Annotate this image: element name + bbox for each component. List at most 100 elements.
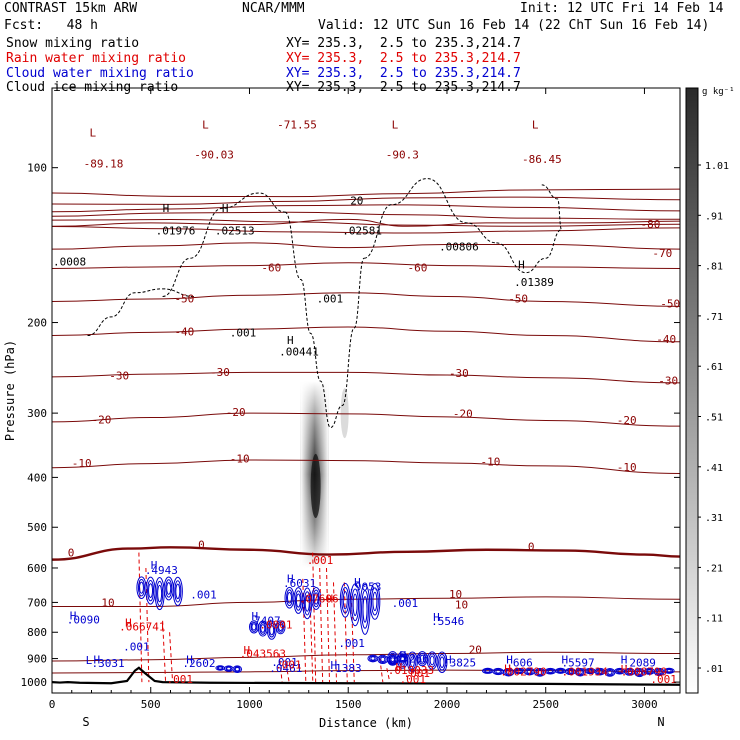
- annotation-103: .001: [167, 673, 194, 686]
- annotation-100: H: [621, 663, 628, 676]
- cloud-water-contour-7-2-2: [390, 657, 396, 664]
- cloud-water-contour-6-9-1: [645, 668, 654, 675]
- annotation-15: .00806: [439, 241, 479, 254]
- isotherm--60-2: [52, 262, 680, 269]
- annotation-53: H: [151, 559, 158, 572]
- cloud-water-contour-6-6-2: [617, 669, 623, 674]
- annotation-24: -70: [652, 247, 672, 260]
- annotation-51: H: [70, 609, 77, 622]
- cloud-water-contour-0-4-2: [175, 583, 181, 600]
- x-tick-label-6: 3000: [631, 698, 658, 711]
- cloud-water-contour-5-3-2: [516, 669, 522, 673]
- annotation-65: H: [433, 611, 440, 624]
- isotherm-upper-0: [52, 188, 680, 198]
- cloud-water-contour-4-4-2: [429, 655, 435, 666]
- cloud-ice-contour-0: [87, 288, 195, 337]
- annotation-47: 10: [101, 597, 114, 610]
- annotation-52: .0090: [67, 614, 100, 627]
- cloud-water-contour-8-0-1: [216, 665, 224, 671]
- cloud-water-contour-5-4-1: [525, 668, 534, 675]
- cloud-water-contour-5-2-2: [505, 669, 512, 675]
- annotation-23: -80: [641, 218, 661, 231]
- isotherm--20-6: [52, 412, 680, 427]
- cloud-water-contour-7-1-1: [378, 655, 387, 664]
- colorbar-unit: g kg⁻¹: [702, 87, 735, 97]
- colorbar-label-6: .41: [705, 463, 723, 474]
- annotation-3: -90.03: [194, 149, 234, 162]
- cloud-water-contour-6-6-1: [615, 668, 624, 674]
- annotation-71: H: [506, 653, 513, 666]
- cloud-water-contour-2-3-2: [313, 592, 319, 605]
- annotation-78: .3031: [91, 657, 124, 670]
- terrain-line: [52, 666, 680, 686]
- annotation-61: H: [354, 576, 361, 589]
- rain-shaft-inner-2: [285, 663, 290, 683]
- cloud-water-contour-4-4-1: [428, 653, 437, 668]
- rain-shaft-2: [278, 653, 283, 683]
- colorbar: [685, 87, 699, 694]
- annotation-90: H: [327, 592, 334, 605]
- annotation-32: -30: [109, 369, 129, 382]
- annotation-64: .001: [338, 637, 365, 650]
- colorbar-label-7: .31: [705, 513, 723, 524]
- field-cloud-water-name: Cloud water mixing ratio: [6, 66, 194, 81]
- annotation-69: H: [445, 653, 452, 666]
- cloud-ice-contour-4: [496, 184, 563, 274]
- annotation-41: -10: [230, 452, 250, 465]
- annotation-17: .01389: [514, 276, 554, 289]
- x-tick-label-2: 1000: [236, 698, 263, 711]
- annotation-95: .018033: [388, 664, 434, 677]
- cloud-ice-contour-3: [363, 178, 497, 259]
- cloud-water-contour-2-0-1: [286, 589, 293, 607]
- snow-column-secondary: [340, 388, 349, 439]
- isotherm--80-0: [52, 218, 680, 227]
- cloud-water-contour-3-1-2: [352, 593, 358, 617]
- cloud-water-contour-5-6-2: [547, 669, 554, 674]
- cloud-water-contour-6-1-2: [567, 669, 573, 674]
- cloud-water-contour-4-3-1: [418, 652, 427, 665]
- rain-shaft-inner-7: [386, 668, 391, 683]
- annotation-81: .001: [271, 656, 298, 669]
- annotation-42: -10: [481, 455, 501, 468]
- cloud-water-contour-2-3-0: [311, 586, 322, 610]
- cloud-water-contour-6-4-1: [596, 668, 604, 675]
- annotation-35: -30: [658, 375, 678, 388]
- annotation-77: H: [93, 653, 100, 666]
- annotation-34: -30: [449, 367, 469, 380]
- annotation-62: .9053: [348, 580, 381, 593]
- cloud-water-contour-5-1-2: [495, 669, 501, 674]
- cloud-water-contour-0-3-2: [166, 582, 172, 595]
- colorbar-label-1: .91: [705, 211, 723, 222]
- annotation-56: .001: [123, 640, 149, 653]
- cloud-water-contour-0-0-1: [137, 579, 146, 597]
- rain-shaft-5: [326, 567, 331, 683]
- cloud-water-contour-3-3-2: [372, 591, 378, 612]
- annotation-74: .5597: [562, 657, 595, 670]
- cloud-ice-contour-2: [284, 211, 365, 429]
- rain-shaft-6: [343, 582, 348, 683]
- annotation-19: .001: [317, 293, 344, 306]
- cloud-water-contour-7-1-2: [380, 656, 386, 662]
- isotherm-upper-5: [52, 225, 680, 234]
- annotation-96: .001: [404, 667, 431, 680]
- cloud-water-contour-5-3-1: [514, 668, 524, 674]
- cloud-water-contour-1-1-1: [259, 622, 267, 635]
- isotherm-upper-2: [52, 204, 680, 213]
- annotation-26: -60: [407, 261, 427, 274]
- y-tick-label-7: 800: [27, 626, 47, 639]
- cloud-water-contour-6-10-2: [656, 669, 662, 675]
- annotation-83: H: [330, 659, 337, 672]
- cloud-water-contour-6-2-2: [577, 669, 583, 675]
- annotation-60: .7407: [248, 614, 281, 627]
- isotherm-upper-4: [52, 218, 680, 227]
- colorbar-label-4: .61: [705, 362, 723, 373]
- cloud-water-contour-6-8-1: [635, 668, 644, 677]
- field-cloud-water-xy: XY= 235.3, 2.5 to 235.3,214.7: [286, 66, 521, 81]
- cloud-water-contour-5-0-2: [485, 669, 491, 673]
- cloud-water-contour-5-6-1: [546, 668, 555, 674]
- cloud-water-contour-5-4-2: [526, 669, 533, 674]
- cloud-water-contour-6-0-1: [556, 668, 565, 674]
- annotation-8: -86.45: [522, 153, 562, 166]
